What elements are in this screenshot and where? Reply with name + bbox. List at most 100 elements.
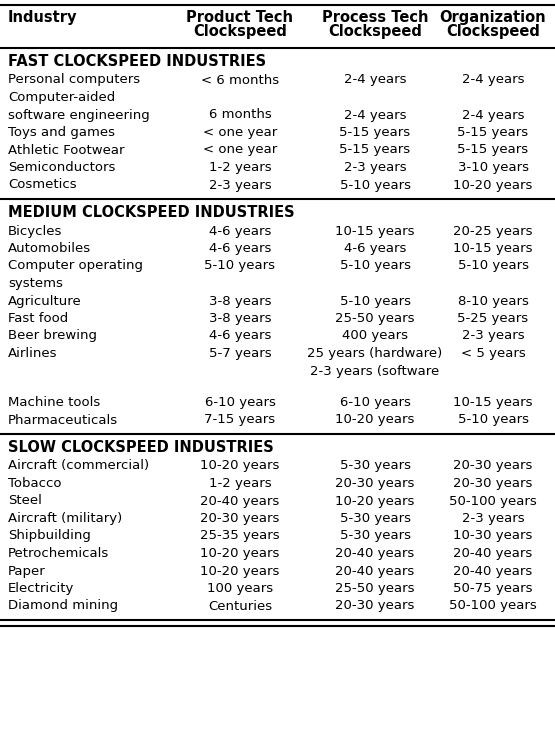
Text: 10-15 years: 10-15 years	[453, 242, 533, 255]
Text: 2-3 years: 2-3 years	[462, 330, 524, 342]
Text: 50-100 years: 50-100 years	[449, 599, 537, 613]
Text: < one year: < one year	[203, 144, 277, 156]
Text: 10-20 years: 10-20 years	[335, 494, 415, 508]
Text: Clockspeed: Clockspeed	[446, 24, 540, 39]
Text: 20-30 years: 20-30 years	[335, 477, 415, 490]
Text: 20-40 years: 20-40 years	[335, 547, 415, 560]
Text: Semiconductors: Semiconductors	[8, 161, 115, 174]
Text: 2-3 years: 2-3 years	[462, 512, 524, 525]
Text: 5-15 years: 5-15 years	[457, 144, 528, 156]
Text: Toys and games: Toys and games	[8, 126, 115, 139]
Text: Automobiles: Automobiles	[8, 242, 91, 255]
Text: 10-20 years: 10-20 years	[200, 565, 280, 577]
Text: 1-2 years: 1-2 years	[209, 477, 271, 490]
Text: 100 years: 100 years	[207, 582, 273, 595]
Text: 20-40 years: 20-40 years	[453, 547, 533, 560]
Text: < 6 months: < 6 months	[201, 73, 279, 87]
Text: 10-20 years: 10-20 years	[335, 413, 415, 427]
Text: 3-8 years: 3-8 years	[209, 294, 271, 308]
Text: Petrochemicals: Petrochemicals	[8, 547, 109, 560]
Text: 2-3 years: 2-3 years	[344, 161, 406, 174]
Text: 400 years: 400 years	[342, 330, 408, 342]
Text: Paper: Paper	[8, 565, 46, 577]
Text: 5-7 years: 5-7 years	[209, 347, 271, 360]
Text: Diamond mining: Diamond mining	[8, 599, 118, 613]
Text: 20-40 years: 20-40 years	[453, 565, 533, 577]
Text: Computer operating: Computer operating	[8, 259, 143, 273]
Text: Shipbuilding: Shipbuilding	[8, 530, 91, 542]
Text: Computer-aided: Computer-aided	[8, 91, 115, 104]
Text: FAST CLOCKSPEED INDUSTRIES: FAST CLOCKSPEED INDUSTRIES	[8, 54, 266, 69]
Text: 20-30 years: 20-30 years	[200, 512, 280, 525]
Text: Aircraft (commercial): Aircraft (commercial)	[8, 459, 149, 473]
Text: 1-2 years: 1-2 years	[209, 161, 271, 174]
Text: 5-10 years: 5-10 years	[340, 179, 411, 191]
Text: 4-6 years: 4-6 years	[209, 225, 271, 238]
Text: systems: systems	[8, 277, 63, 290]
Text: Cosmetics: Cosmetics	[8, 179, 77, 191]
Text: 10-30 years: 10-30 years	[453, 530, 533, 542]
Text: 10-20 years: 10-20 years	[453, 179, 533, 191]
Text: Industry: Industry	[8, 10, 78, 25]
Text: 20-25 years: 20-25 years	[453, 225, 533, 238]
Text: 5-10 years: 5-10 years	[457, 259, 528, 273]
Text: 2-3 years: 2-3 years	[209, 179, 271, 191]
Text: Centuries: Centuries	[208, 599, 272, 613]
Text: 20-30 years: 20-30 years	[335, 599, 415, 613]
Text: Process Tech: Process Tech	[322, 10, 428, 25]
Text: 50-100 years: 50-100 years	[449, 494, 537, 508]
Text: 5-30 years: 5-30 years	[340, 459, 411, 473]
Text: Fast food: Fast food	[8, 312, 68, 325]
Text: Organization: Organization	[440, 10, 546, 25]
Text: 50-75 years: 50-75 years	[453, 582, 533, 595]
Text: SLOW CLOCKSPEED INDUSTRIES: SLOW CLOCKSPEED INDUSTRIES	[8, 440, 274, 455]
Text: 20-30 years: 20-30 years	[453, 459, 533, 473]
Text: 8-10 years: 8-10 years	[457, 294, 528, 308]
Text: Clockspeed: Clockspeed	[193, 24, 287, 39]
Text: Airlines: Airlines	[8, 347, 58, 360]
Text: 7-15 years: 7-15 years	[204, 413, 276, 427]
Text: Tobacco: Tobacco	[8, 477, 62, 490]
Text: 6-10 years: 6-10 years	[205, 396, 275, 409]
Text: 3-8 years: 3-8 years	[209, 312, 271, 325]
Text: 4-6 years: 4-6 years	[209, 330, 271, 342]
Text: 4-6 years: 4-6 years	[344, 242, 406, 255]
Text: < one year: < one year	[203, 126, 277, 139]
Text: Machine tools: Machine tools	[8, 396, 100, 409]
Text: 5-10 years: 5-10 years	[340, 259, 411, 273]
Text: Athletic Footwear: Athletic Footwear	[8, 144, 124, 156]
Text: 3-10 years: 3-10 years	[457, 161, 528, 174]
Text: 2-4 years: 2-4 years	[462, 73, 524, 87]
Text: 6 months: 6 months	[209, 108, 271, 122]
Text: Clockspeed: Clockspeed	[328, 24, 422, 39]
Text: Beer brewing: Beer brewing	[8, 330, 97, 342]
Text: 20-30 years: 20-30 years	[453, 477, 533, 490]
Text: 25 years (hardware): 25 years (hardware)	[307, 347, 443, 360]
Text: software engineering: software engineering	[8, 108, 150, 122]
Text: 5-25 years: 5-25 years	[457, 312, 528, 325]
Text: Bicycles: Bicycles	[8, 225, 62, 238]
Text: 5-30 years: 5-30 years	[340, 512, 411, 525]
Text: Aircraft (military): Aircraft (military)	[8, 512, 122, 525]
Text: Steel: Steel	[8, 494, 42, 508]
Text: 5-10 years: 5-10 years	[204, 259, 275, 273]
Text: 6-10 years: 6-10 years	[340, 396, 411, 409]
Text: 5-10 years: 5-10 years	[457, 413, 528, 427]
Text: 25-35 years: 25-35 years	[200, 530, 280, 542]
Text: 2-3 years (software: 2-3 years (software	[310, 365, 440, 377]
Text: 5-10 years: 5-10 years	[340, 294, 411, 308]
Text: 25-50 years: 25-50 years	[335, 312, 415, 325]
Text: MEDIUM CLOCKSPEED INDUSTRIES: MEDIUM CLOCKSPEED INDUSTRIES	[8, 205, 295, 220]
Text: < 5 years: < 5 years	[461, 347, 526, 360]
Text: 5-30 years: 5-30 years	[340, 530, 411, 542]
Text: 2-4 years: 2-4 years	[344, 73, 406, 87]
Text: 5-15 years: 5-15 years	[457, 126, 528, 139]
Text: Product Tech: Product Tech	[186, 10, 294, 25]
Text: 10-15 years: 10-15 years	[453, 396, 533, 409]
Text: 4-6 years: 4-6 years	[209, 242, 271, 255]
Text: Pharmaceuticals: Pharmaceuticals	[8, 413, 118, 427]
Text: 20-40 years: 20-40 years	[335, 565, 415, 577]
Text: Personal computers: Personal computers	[8, 73, 140, 87]
Text: Electricity: Electricity	[8, 582, 74, 595]
Text: 5-15 years: 5-15 years	[340, 144, 411, 156]
